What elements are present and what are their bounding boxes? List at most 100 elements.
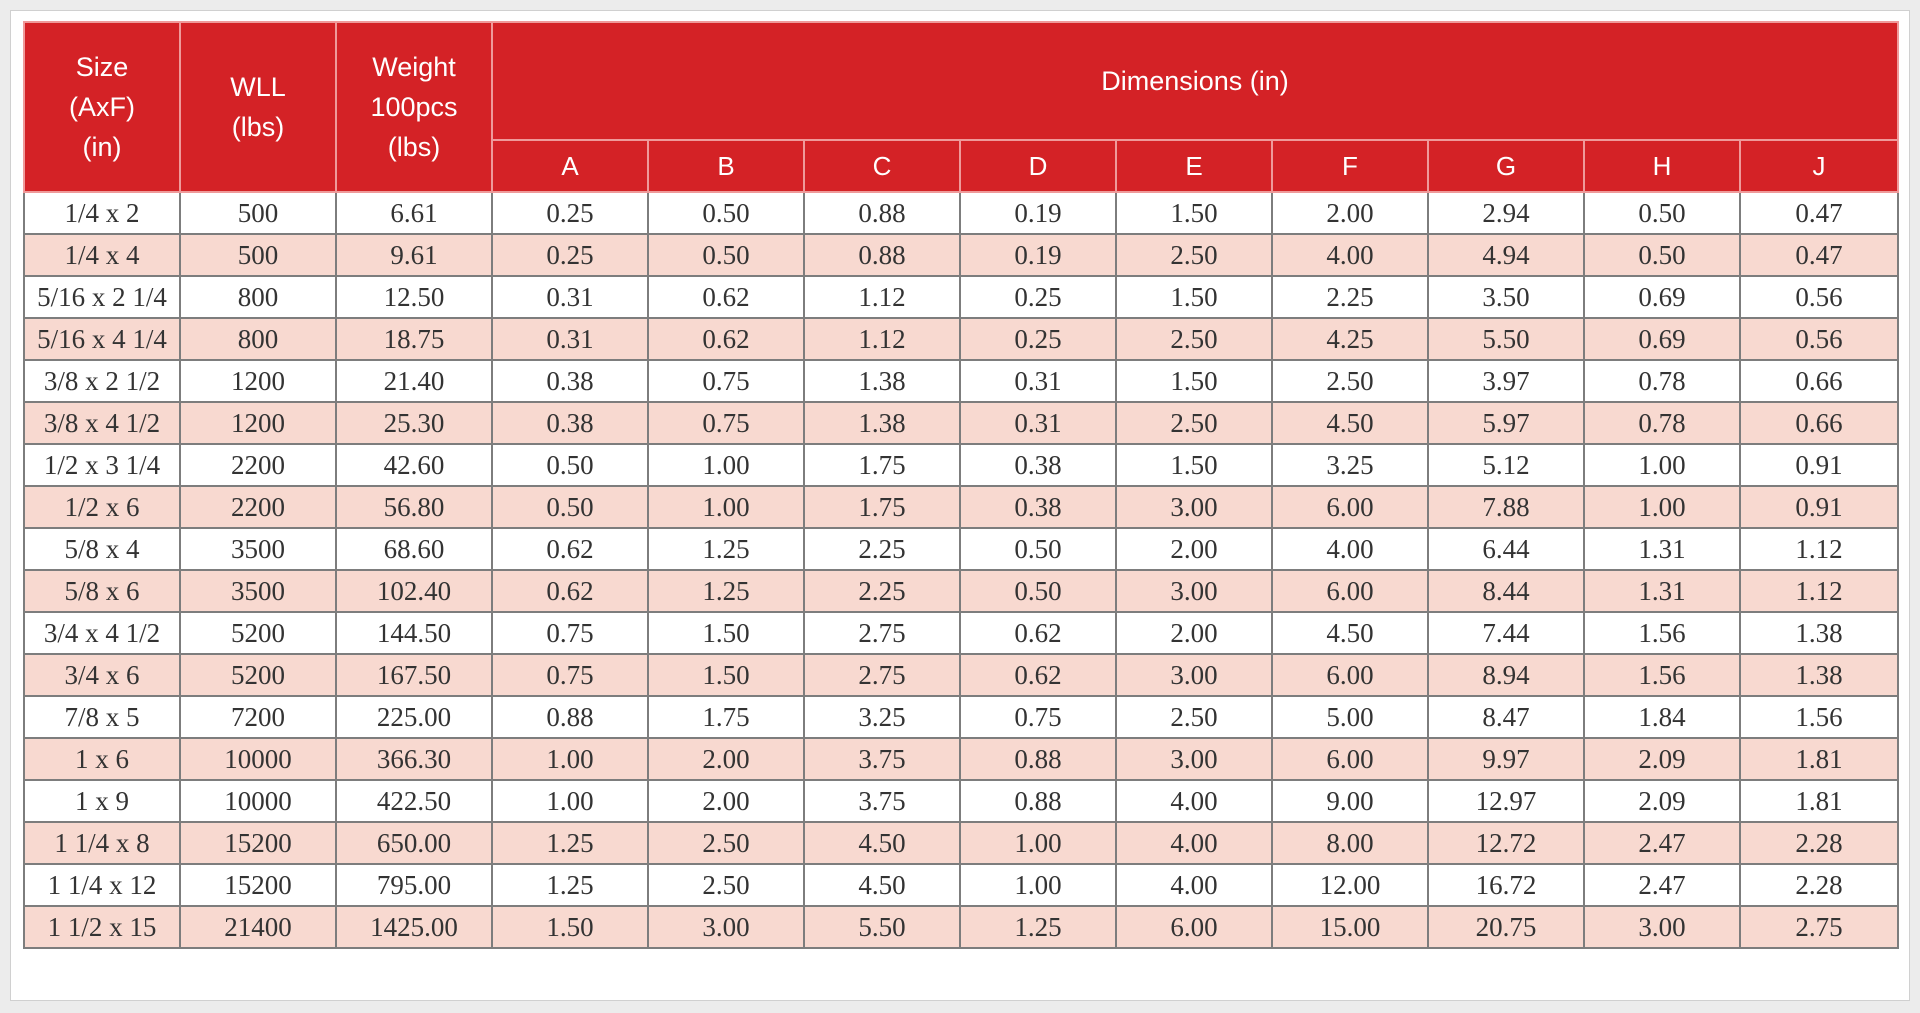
table-row: 3/8 x 4 1/2 1200 25.30 0.38 0.75 1.38 0.31 2.50… [23,401,1899,445]
cell-dim-c: 0.88 [803,191,961,235]
cell-dim-a: 0.88 [491,695,649,739]
cell-dim-g: 6.44 [1427,527,1585,571]
cell-dim-d: 0.88 [959,779,1117,823]
cell-dim-b: 1.75 [647,695,805,739]
cell-wll: 800 [179,317,337,361]
cell-dim-c: 3.25 [803,695,961,739]
cell-dim-g: 12.97 [1427,779,1585,823]
cell-dim-f: 15.00 [1271,905,1429,949]
cell-dim-h: 0.69 [1583,317,1741,361]
cell-dim-d: 0.38 [959,485,1117,529]
cell-dim-e: 4.00 [1115,779,1273,823]
cell-dim-h: 0.50 [1583,233,1741,277]
cell-dim-h: 0.78 [1583,401,1741,445]
cell-dim-e: 6.00 [1115,905,1273,949]
cell-dim-g: 3.50 [1427,275,1585,319]
cell-dim-f: 4.00 [1271,527,1429,571]
cell-size: 5/16 x 2 1/4 [23,275,181,319]
cell-weight: 422.50 [335,779,493,823]
cell-dim-g: 4.94 [1427,233,1585,277]
cell-dim-f: 4.00 [1271,233,1429,277]
cell-dim-j: 1.12 [1739,527,1899,571]
table-row: 5/8 x 4 3500 68.60 0.62 1.25 2.25 0.50 2.00 4.00… [23,527,1899,571]
cell-dim-e: 3.00 [1115,653,1273,697]
cell-dim-a: 0.25 [491,233,649,277]
cell-dim-h: 2.47 [1583,863,1741,907]
table-row: 5/16 x 2 1/4 800 12.50 0.31 0.62 1.12 0.25 1.50… [23,275,1899,319]
cell-dim-f: 6.00 [1271,653,1429,697]
cell-dim-g: 8.47 [1427,695,1585,739]
table-row: 1 1/4 x 8 15200 650.00 1.25 2.50 4.50 1.00 4.00… [23,821,1899,865]
cell-weight: 366.30 [335,737,493,781]
cell-dim-e: 4.00 [1115,863,1273,907]
cell-dim-a: 1.50 [491,905,649,949]
cell-wll: 1200 [179,401,337,445]
cell-dim-a: 0.25 [491,191,649,235]
cell-dim-j: 1.38 [1739,611,1899,655]
cell-dim-d: 0.50 [959,527,1117,571]
cell-wll: 500 [179,233,337,277]
cell-dim-d: 0.88 [959,737,1117,781]
cell-size: 5/8 x 6 [23,569,181,613]
cell-dim-j: 2.28 [1739,863,1899,907]
cell-dim-b: 0.62 [647,275,805,319]
cell-dim-j: 1.81 [1739,737,1899,781]
cell-wll: 7200 [179,695,337,739]
cell-dim-f: 5.00 [1271,695,1429,739]
cell-dim-b: 1.50 [647,611,805,655]
cell-dim-a: 0.31 [491,275,649,319]
table-row: 3/8 x 2 1/2 1200 21.40 0.38 0.75 1.38 0.31 1.50… [23,359,1899,403]
cell-dim-e: 2.50 [1115,695,1273,739]
cell-dim-j: 1.81 [1739,779,1899,823]
cell-size: 1 x 6 [23,737,181,781]
cell-dim-a: 1.00 [491,737,649,781]
cell-dim-h: 1.31 [1583,527,1741,571]
cell-size: 1 x 9 [23,779,181,823]
cell-dim-f: 4.50 [1271,401,1429,445]
cell-dim-a: 0.62 [491,527,649,571]
cell-dim-b: 0.75 [647,401,805,445]
cell-dim-g: 8.44 [1427,569,1585,613]
cell-dim-f: 8.00 [1271,821,1429,865]
cell-wll: 3500 [179,569,337,613]
table-row: 1 1/4 x 12 15200 795.00 1.25 2.50 4.50 1.00 4.0… [23,863,1899,907]
cell-dim-e: 2.50 [1115,233,1273,277]
cell-dim-j: 1.56 [1739,695,1899,739]
cell-wll: 1200 [179,359,337,403]
cell-dim-h: 1.00 [1583,443,1741,487]
table-row: 5/8 x 6 3500 102.40 0.62 1.25 2.25 0.50 3.00 6.0… [23,569,1899,613]
cell-dim-h: 3.00 [1583,905,1741,949]
header-row-dimensions: A B C D E F G H J [24,139,1899,193]
cell-dim-b: 1.25 [647,527,805,571]
cell-weight: 1425.00 [335,905,493,949]
spec-table-frame: Size (AxF) (in) WLL (lbs) Weight 100pcs … [10,10,1910,1001]
header-dim-f: F [1271,139,1429,193]
cell-wll: 10000 [179,779,337,823]
table-row: 1/2 x 3 1/4 2200 42.60 0.50 1.00 1.75 0.38 1.50… [23,443,1899,487]
cell-dim-g: 9.97 [1427,737,1585,781]
cell-weight: 68.60 [335,527,493,571]
cell-wll: 5200 [179,611,337,655]
cell-dim-c: 2.25 [803,527,961,571]
table-row: 1 x 9 10000 422.50 1.00 2.00 3.75 0.88 4.00 9.00… [23,779,1899,823]
header-dim-e: E [1115,139,1273,193]
cell-size: 1/4 x 4 [23,233,181,277]
cell-weight: 25.30 [335,401,493,445]
cell-dim-j: 0.47 [1739,191,1899,235]
cell-dim-c: 5.50 [803,905,961,949]
cell-dim-h: 0.78 [1583,359,1741,403]
cell-size: 5/16 x 4 1/4 [23,317,181,361]
header-row-top: Size (AxF) (in) WLL (lbs) Weight 100pcs … [23,21,1899,193]
cell-weight: 6.61 [335,191,493,235]
cell-dim-h: 1.31 [1583,569,1741,613]
cell-wll: 5200 [179,653,337,697]
cell-dim-a: 1.25 [491,863,649,907]
cell-dim-d: 0.75 [959,695,1117,739]
cell-dim-h: 2.09 [1583,779,1741,823]
cell-dim-c: 4.50 [803,821,961,865]
cell-dim-d: 0.38 [959,443,1117,487]
cell-dim-a: 0.38 [491,359,649,403]
cell-dim-j: 0.91 [1739,485,1899,529]
cell-dim-j: 2.28 [1739,821,1899,865]
cell-dim-e: 2.50 [1115,317,1273,361]
